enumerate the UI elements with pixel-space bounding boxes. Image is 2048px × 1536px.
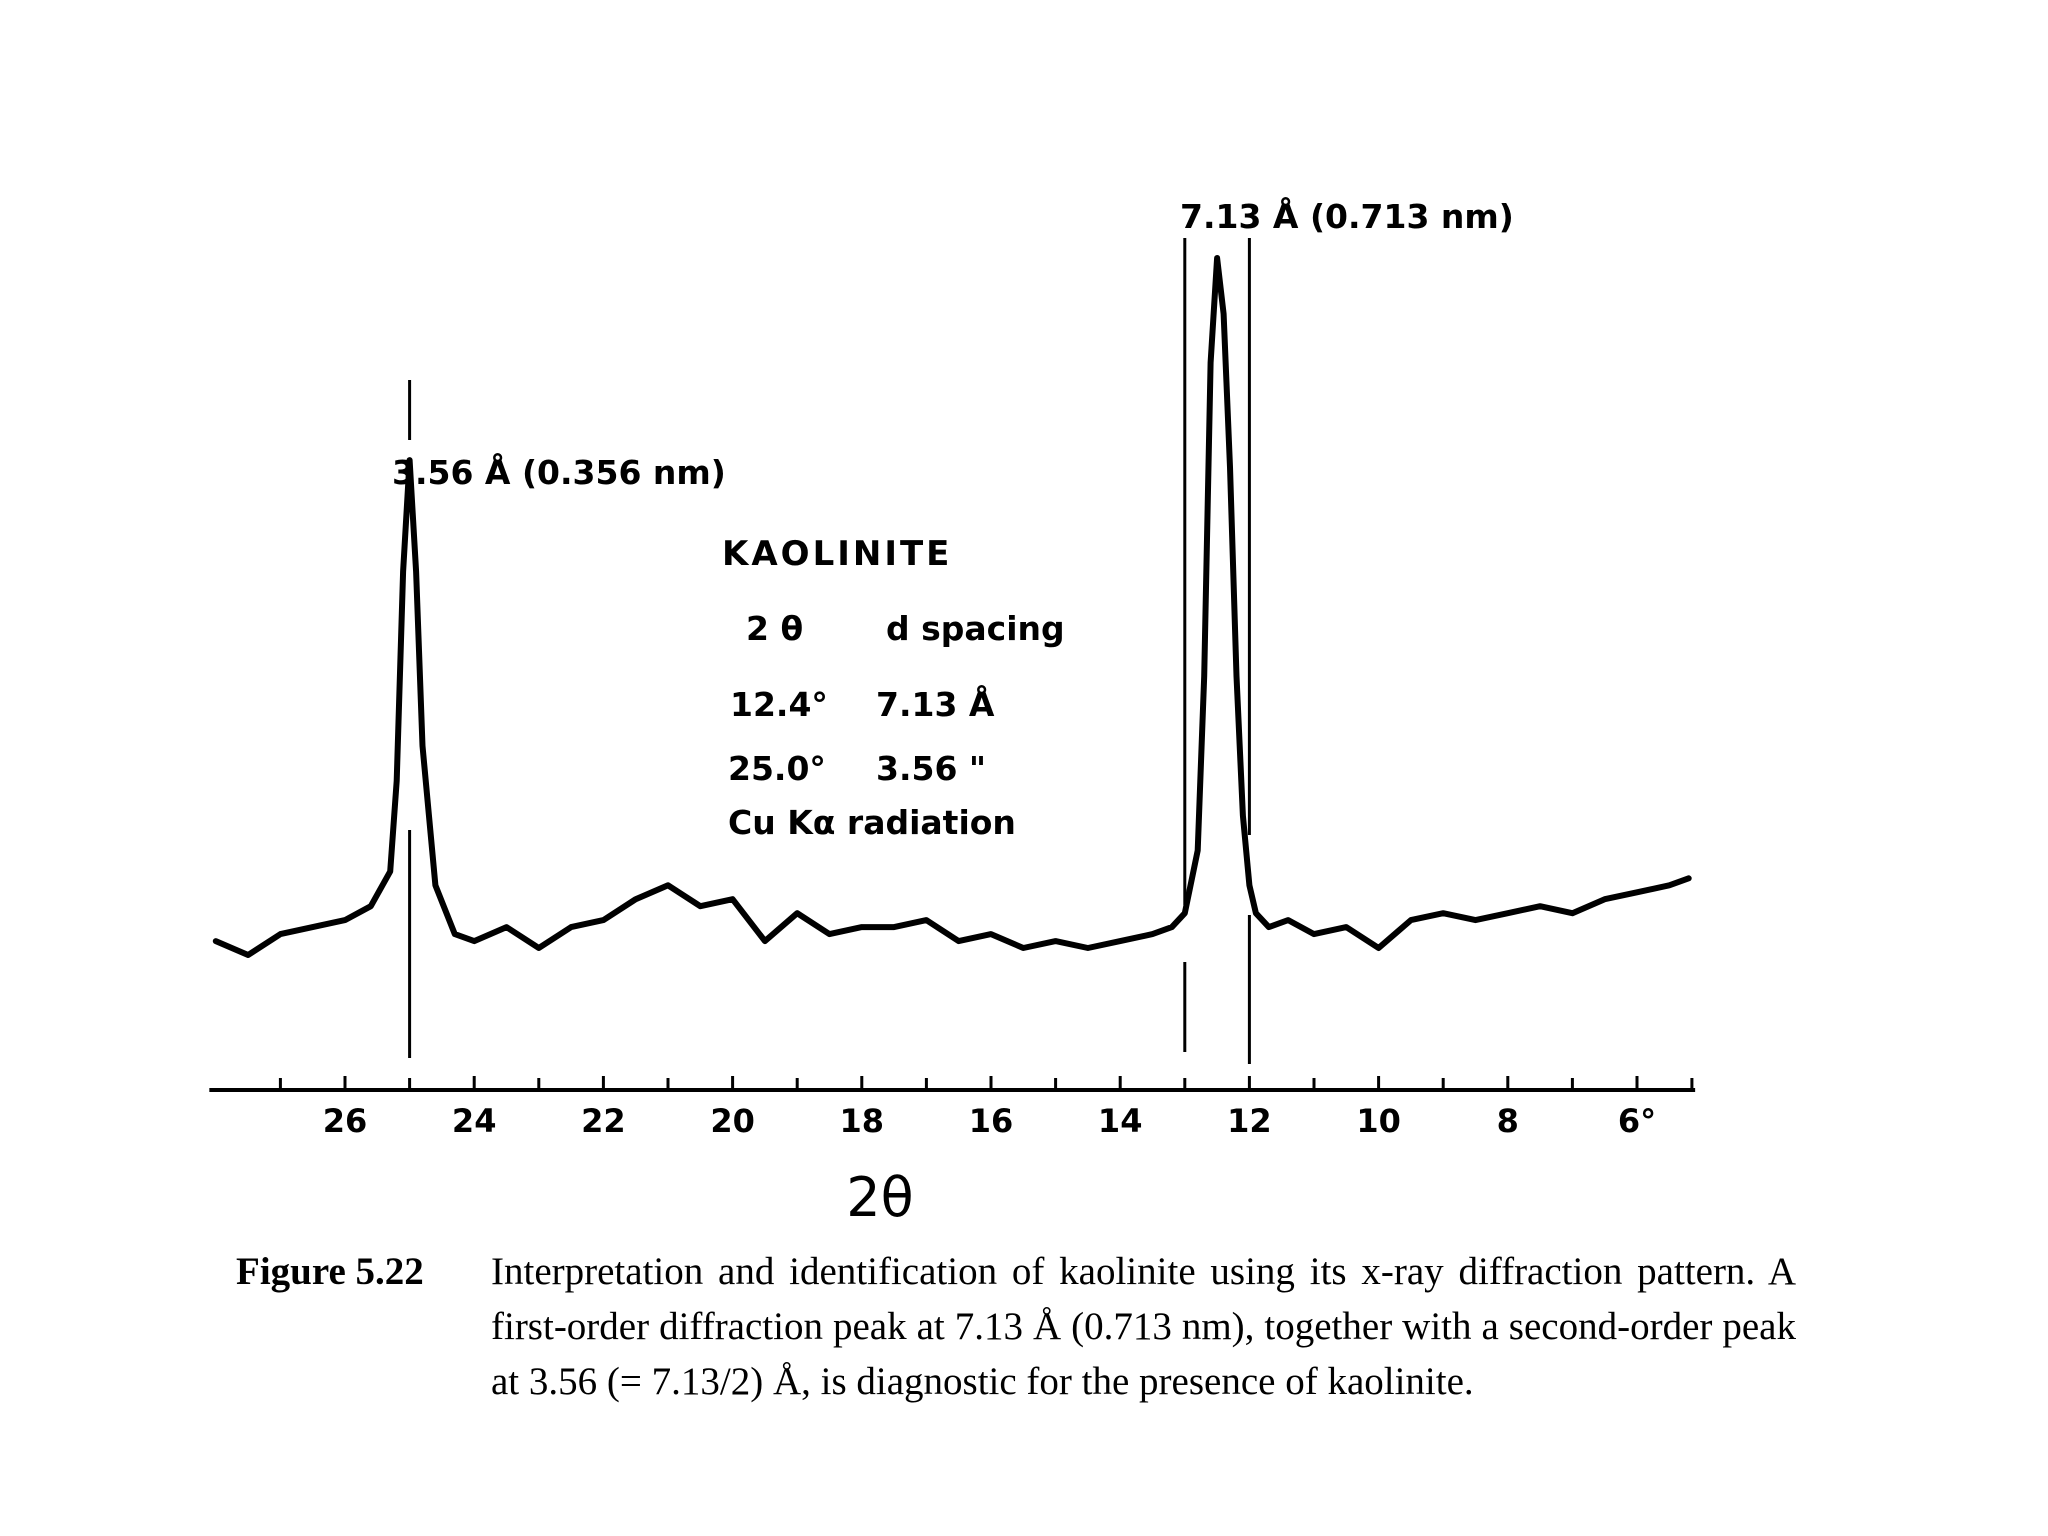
inset-col2-header: d spacing [886, 609, 1065, 648]
peak-label-356: 3.56 Å (0.356 nm) [392, 452, 726, 492]
x-tick-label: 22 [581, 1102, 626, 1140]
x-tick-label: 10 [1356, 1102, 1401, 1140]
peak-label-713: 7.13 Å (0.713 nm) [1180, 196, 1514, 236]
inset-title: KAOLINITE [722, 534, 952, 574]
x-tick-label: 14 [1098, 1102, 1143, 1140]
caption-text: Interpretation and identification of kao… [491, 1250, 1796, 1403]
x-tick-label: 26 [323, 1102, 368, 1140]
inset-radiation: Cu Kα radiation [728, 803, 1016, 842]
inset-col1-header: 2 θ [746, 609, 803, 648]
x-tick-label: 8 [1497, 1102, 1519, 1140]
x-tick-label: 12 [1227, 1102, 1272, 1140]
x-tick-label: 16 [969, 1102, 1014, 1140]
peak-marker-lines [408, 238, 1251, 1064]
inset-row2-d: 3.56 " [876, 749, 986, 788]
plot-area: 26 24 22 20 18 16 14 12 10 8 6° [209, 238, 1696, 1140]
x-tick-label: 18 [840, 1102, 885, 1140]
inset-row1-twotheta: 12.4° [730, 685, 828, 724]
inset-row1-d: 7.13 Å [876, 684, 995, 724]
inset-row2-twotheta: 25.0° [728, 749, 826, 788]
x-axis-title: 2θ [846, 1166, 913, 1229]
caption-label: Figure 5.22 [236, 1250, 424, 1293]
figure-caption: Figure 5.22 Interpretation and identific… [236, 1244, 1796, 1409]
x-tick-label: 20 [710, 1102, 755, 1140]
x-tick-label: 24 [452, 1102, 497, 1140]
diffraction-trace [212, 255, 1692, 958]
x-axis-ticks: 26 24 22 20 18 16 14 12 10 8 6° [278, 1076, 1694, 1140]
inset-table: KAOLINITE 2 θ d spacing 12.4° 7.13 Å 25.… [722, 534, 1065, 842]
x-tick-label: 6° [1618, 1102, 1656, 1140]
